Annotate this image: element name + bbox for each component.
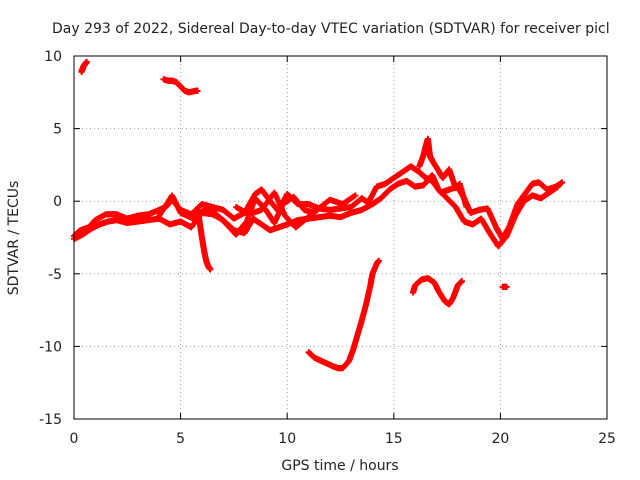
data-point xyxy=(559,179,566,186)
series-spike-16-5h xyxy=(416,135,470,211)
y-tick-label: 0 xyxy=(53,194,62,210)
series-wave-a xyxy=(156,192,318,238)
data-point xyxy=(207,266,214,273)
series-arc-16-18h xyxy=(409,275,466,308)
y-tick-label: 5 xyxy=(53,122,62,138)
series-arc-11-14h xyxy=(305,257,382,372)
y-tick-label: -15 xyxy=(39,412,62,428)
plot-frame xyxy=(73,55,608,420)
x-tick-label: 0 xyxy=(70,431,79,447)
data-point xyxy=(375,257,382,264)
data-marks xyxy=(71,58,566,372)
y-tick-label: -10 xyxy=(39,339,62,355)
x-tick-label: 5 xyxy=(176,431,185,447)
data-point xyxy=(352,192,359,199)
x-tick-label: 10 xyxy=(278,431,296,447)
y-tick-label: -5 xyxy=(48,267,62,283)
y-tick-label: 10 xyxy=(44,49,62,65)
x-axis-title: GPS time / hours xyxy=(281,458,398,474)
series-isolated-20h xyxy=(499,283,510,290)
x-tick-label: 15 xyxy=(385,431,403,447)
series-burst-4h xyxy=(160,76,201,96)
series-wave-b xyxy=(233,189,359,231)
data-point xyxy=(463,204,470,211)
x-tick-label: 20 xyxy=(491,431,509,447)
y-axis-title: SDTVAR / TECUs xyxy=(6,181,22,296)
data-point xyxy=(459,278,466,285)
data-point xyxy=(554,183,561,190)
series-drop-6h xyxy=(194,206,214,273)
ticks: 0 5 10 15 20 25 -15 -10 -5 0 5 10 xyxy=(39,49,616,447)
data-point xyxy=(83,58,90,65)
chart-title: Day 293 of 2022, Sidereal Day-to-day VTE… xyxy=(52,21,610,37)
data-point xyxy=(194,87,201,94)
series-burst-0-5h xyxy=(78,58,90,75)
data-point xyxy=(503,283,510,290)
x-tick-label: 25 xyxy=(598,431,616,447)
